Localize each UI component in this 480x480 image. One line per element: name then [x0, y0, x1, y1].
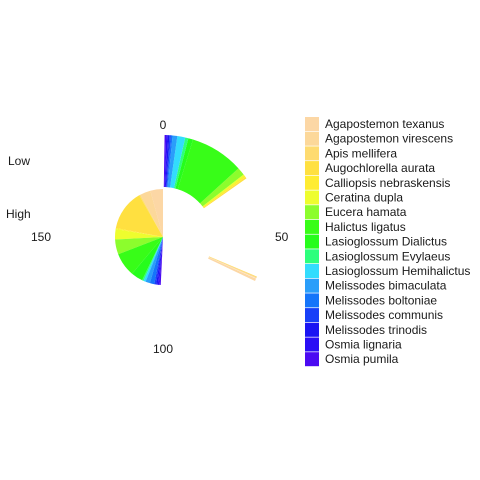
low-slice-7 — [199, 168, 244, 207]
high-slice-7 — [115, 237, 163, 255]
legend-label-15: Melissodes trinodis — [325, 323, 427, 337]
low-slice-3 — [208, 256, 257, 278]
high-slice-1 — [150, 189, 163, 237]
legend-key-7 — [305, 205, 319, 220]
high-slice-2 — [140, 190, 163, 237]
high-slice-11 — [143, 237, 163, 282]
angle-tick-label-1: 0 — [160, 118, 167, 132]
legend-label-9: Lasioglossum Dialictus — [325, 235, 447, 249]
ring-labels: Low High — [6, 154, 31, 221]
low-slice-10 — [173, 137, 189, 189]
legend-label-16: Osmia lignaria — [325, 338, 402, 352]
legend-key-11 — [305, 264, 319, 278]
legend-label-13: Melissodes boltoniae — [325, 293, 437, 307]
legend-label-10: Lasioglossum Evylaeus — [325, 249, 450, 263]
legend-key-10 — [305, 249, 319, 264]
low-slice-14 — [166, 135, 171, 188]
legend-label-1: Agapostemon texanus — [325, 117, 444, 131]
legend-label-12: Melissodes bimaculata — [325, 279, 447, 293]
legend-key-4 — [305, 161, 319, 176]
legend-label-7: Eucera hamata — [325, 205, 407, 219]
low-slice-15 — [165, 135, 170, 188]
legend-label-14: Melissodes communis — [325, 308, 443, 322]
legend-label-2: Agapostemon virescens — [325, 132, 453, 146]
high-slice-6 — [115, 229, 163, 240]
low-slice-13 — [166, 135, 173, 188]
legend-key-6 — [305, 190, 319, 205]
legend-label-8: Halictus ligatus — [325, 220, 406, 234]
high-slice-8 — [118, 237, 163, 274]
legend-key-15 — [305, 322, 319, 337]
high-slice-17 — [159, 237, 163, 285]
legend-key-1 — [305, 117, 319, 131]
high-slice-13 — [149, 237, 163, 285]
low-slice-5 — [202, 175, 246, 208]
legend-key-3 — [305, 146, 319, 161]
high-slice-9 — [132, 237, 163, 281]
low-slice-9 — [175, 138, 193, 190]
low-slice-6 — [202, 174, 245, 208]
ring-label-low: Low — [8, 154, 30, 168]
high-slice-12 — [145, 237, 163, 284]
ring-label-high: High — [6, 207, 31, 221]
legend-label-4: Augochlorella aurata — [325, 161, 435, 175]
legend-key-5 — [305, 175, 319, 190]
high-slice-10 — [142, 237, 163, 281]
legend-key-14 — [305, 308, 319, 323]
legend-key-12 — [305, 278, 319, 293]
low-ring-slices — [163, 135, 257, 282]
high-slice-16 — [157, 237, 163, 285]
legend-label-17: Osmia pumila — [325, 352, 399, 366]
low-slice-2 — [208, 256, 257, 279]
high-slice-5 — [115, 228, 163, 237]
legend-key-2 — [305, 131, 319, 146]
legend-key-13 — [305, 293, 319, 308]
legend-key-8 — [305, 219, 319, 234]
high-ring-slices — [115, 189, 163, 285]
angle-tick-label-4: 150 — [31, 230, 51, 244]
low-slice-11 — [170, 136, 186, 189]
low-slice-8 — [177, 139, 239, 204]
legend-key-16 — [305, 337, 319, 352]
legend-label-6: Ceratina dupla — [325, 191, 403, 205]
legend-key-9 — [305, 234, 319, 249]
high-slice-14 — [154, 237, 163, 285]
angle-tick-labels: 0 50 100 150 — [31, 118, 289, 356]
angle-tick-label-2: 50 — [275, 230, 289, 244]
legend-label-3: Apis mellifera — [325, 146, 397, 160]
legend-label-5: Calliopsis nebraskensis — [325, 176, 450, 190]
low-slice-12 — [167, 135, 178, 188]
high-slice-4 — [115, 195, 163, 237]
high-slice-15 — [156, 237, 163, 285]
legend-label-11: Lasioglossum Hemihalictus — [325, 264, 470, 278]
high-slice-3 — [139, 194, 163, 237]
angle-tick-label-3: 100 — [153, 342, 173, 356]
low-slice-17 — [163, 135, 167, 188]
low-slice-4 — [203, 177, 247, 209]
low-slice-16 — [164, 135, 168, 188]
low-slice-1 — [208, 257, 257, 282]
legend-key-17 — [305, 352, 319, 367]
